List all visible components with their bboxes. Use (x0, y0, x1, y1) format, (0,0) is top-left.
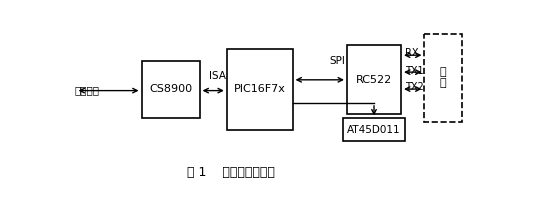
Bar (227, 49, 293, 130)
Bar (142, 60, 200, 118)
Text: SPI: SPI (330, 56, 346, 66)
Bar (425, 34, 462, 122)
Text: RC522: RC522 (356, 75, 392, 85)
Bar (347, 45, 401, 114)
Text: 图 1    读卡器硬件框图: 图 1 读卡器硬件框图 (187, 166, 275, 179)
Text: AT45D011: AT45D011 (347, 125, 401, 135)
Text: 天
线: 天 线 (440, 67, 446, 88)
Text: ISA: ISA (209, 71, 226, 81)
Bar (343, 118, 405, 141)
Text: CS8900: CS8900 (149, 84, 192, 94)
Text: TX2: TX2 (405, 82, 424, 92)
Text: RX: RX (405, 48, 419, 58)
Text: TX1: TX1 (405, 66, 424, 76)
Text: PIC16F7x: PIC16F7x (233, 84, 286, 94)
Text: 以太网口: 以太网口 (74, 86, 99, 96)
